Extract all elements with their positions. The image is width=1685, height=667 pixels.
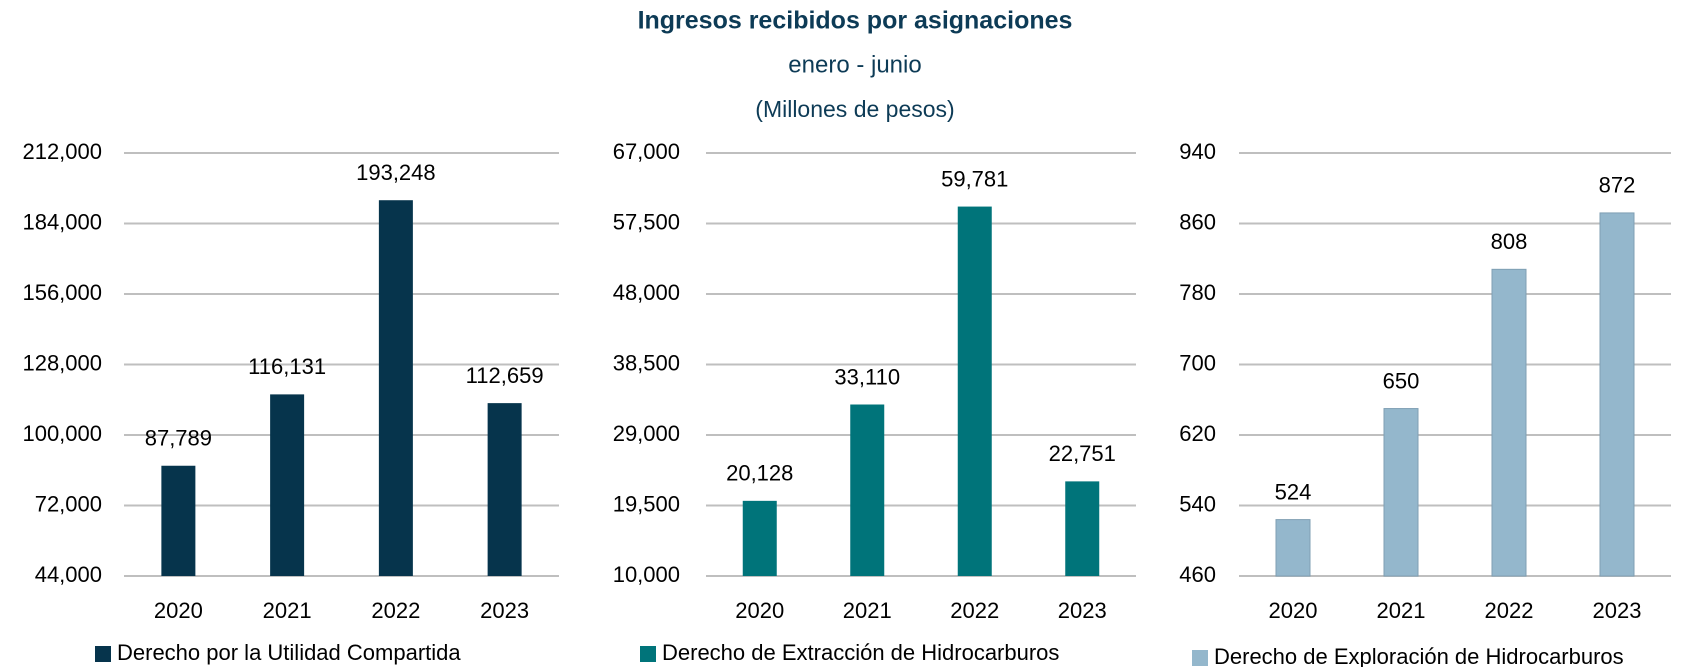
y-tick-label: 57,500 xyxy=(613,209,680,234)
bar xyxy=(378,200,413,577)
value-label: 116,131 xyxy=(248,354,326,379)
x-tick-label: 2022 xyxy=(371,598,420,623)
y-tick-label: 100,000 xyxy=(22,421,102,446)
y-tick-label: 184,000 xyxy=(22,209,102,234)
bar xyxy=(850,404,885,576)
legend-swatch xyxy=(1192,650,1208,666)
legend-swatch xyxy=(95,646,111,662)
x-tick-label: 2021 xyxy=(263,598,312,623)
legend-label: Derecho por la Utilidad Compartida xyxy=(117,640,461,665)
value-label: 872 xyxy=(1599,173,1636,198)
legend-swatch xyxy=(640,646,656,662)
y-tick-label: 156,000 xyxy=(22,280,102,305)
y-tick-label: 19,500 xyxy=(613,491,680,516)
x-tick-label: 2020 xyxy=(1269,598,1318,623)
x-tick-label: 2023 xyxy=(1593,598,1642,623)
bar xyxy=(957,206,992,577)
x-tick-label: 2022 xyxy=(950,598,999,623)
y-tick-label: 860 xyxy=(1179,209,1216,234)
bar xyxy=(487,403,522,576)
bar xyxy=(161,465,196,576)
bar xyxy=(1275,519,1311,577)
value-label: 112,659 xyxy=(466,363,544,388)
value-label: 650 xyxy=(1383,368,1420,393)
y-tick-label: 48,000 xyxy=(613,280,680,305)
value-label: 59,781 xyxy=(941,166,1008,191)
x-tick-label: 2022 xyxy=(1485,598,1534,623)
bar xyxy=(1599,212,1635,577)
bar xyxy=(742,500,777,576)
y-tick-label: 700 xyxy=(1179,350,1216,375)
y-tick-label: 128,000 xyxy=(22,350,102,375)
y-tick-label: 38,500 xyxy=(613,350,680,375)
y-tick-label: 44,000 xyxy=(35,562,102,587)
y-tick-label: 620 xyxy=(1179,421,1216,446)
chart-title: Ingresos recibidos por asignaciones xyxy=(638,7,1073,35)
x-tick-label: 2021 xyxy=(843,598,892,623)
y-tick-label: 780 xyxy=(1179,280,1216,305)
x-tick-label: 2021 xyxy=(1377,598,1426,623)
value-label: 33,110 xyxy=(834,364,900,389)
x-tick-label: 2020 xyxy=(735,598,784,623)
value-label: 20,128 xyxy=(726,461,793,486)
x-tick-label: 2020 xyxy=(154,598,203,623)
chart-subtitle: enero - junio xyxy=(788,51,921,78)
bar xyxy=(1065,481,1100,576)
x-tick-label: 2023 xyxy=(480,598,529,623)
value-label: 87,789 xyxy=(145,426,212,451)
y-tick-label: 460 xyxy=(1179,562,1216,587)
x-tick-label: 2023 xyxy=(1058,598,1107,623)
value-label: 524 xyxy=(1275,479,1312,504)
y-tick-label: 540 xyxy=(1179,491,1216,516)
y-tick-label: 940 xyxy=(1179,139,1216,164)
legend-label: Derecho de Extracción de Hidrocarburos xyxy=(662,640,1059,665)
value-label: 808 xyxy=(1491,229,1528,254)
bar xyxy=(270,394,305,576)
y-tick-label: 29,000 xyxy=(613,421,680,446)
value-label: 193,248 xyxy=(356,160,436,185)
value-label: 22,751 xyxy=(1049,441,1116,466)
chart-units: (Millones de pesos) xyxy=(755,96,954,122)
y-tick-label: 67,000 xyxy=(613,139,680,164)
legend-label: Derecho de Exploración de Hidrocarburos xyxy=(1214,644,1624,667)
y-tick-label: 212,000 xyxy=(22,139,102,164)
y-tick-label: 10,000 xyxy=(613,562,680,587)
y-tick-label: 72,000 xyxy=(35,491,102,516)
bar xyxy=(1491,268,1527,577)
bar xyxy=(1383,408,1419,577)
